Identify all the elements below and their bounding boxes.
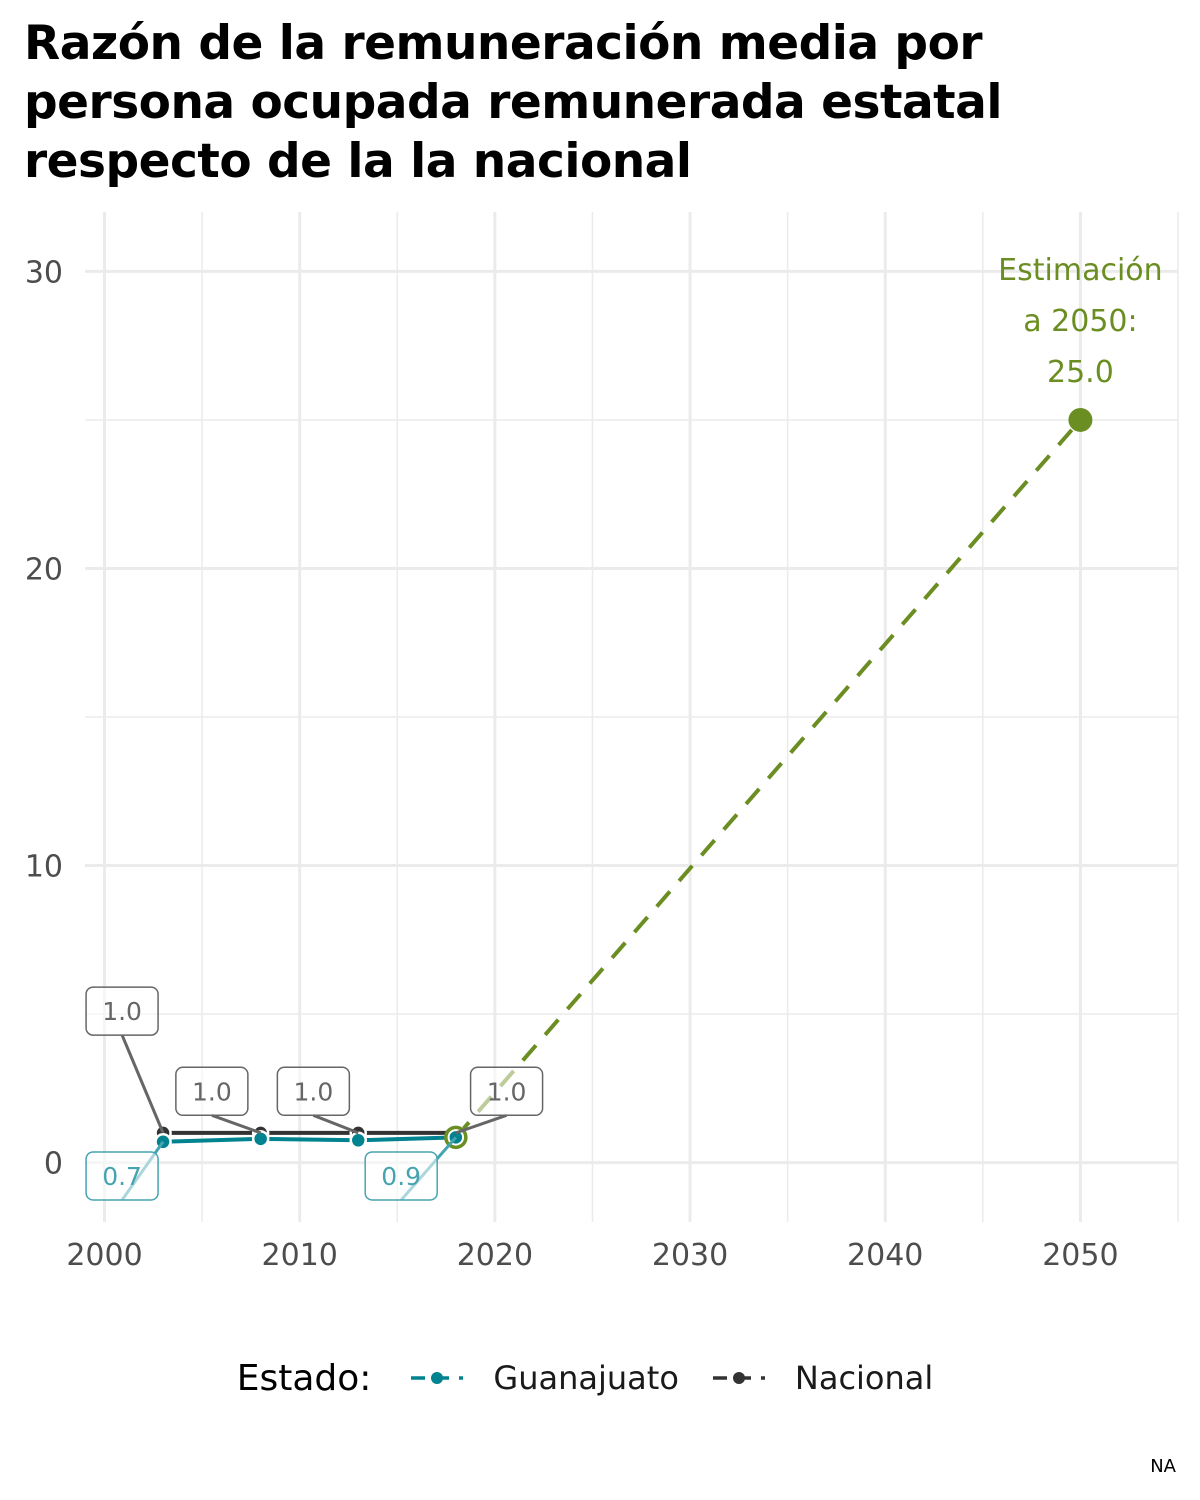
data-label-text: 1.0 [192,1077,232,1106]
x-tick-label: 2000 [66,1238,142,1273]
y-tick-label: 0 [44,1147,63,1182]
data-label-nacional: 1.0 [455,1066,544,1135]
data-label-nacional: 1.0 [85,986,165,1134]
x-tick-label: 2030 [652,1238,728,1273]
data-label-text: 1.0 [487,1077,527,1106]
x-tick-label: 2040 [847,1238,923,1273]
data-label-box [175,1066,249,1117]
legend-title: Estado: [236,1357,372,1399]
data-label-connector [120,1034,165,1134]
projection-label: Estimación [998,253,1163,288]
x-tick-label: 2020 [457,1238,533,1273]
grid-lines [85,212,1179,1222]
projection-line [454,418,1082,1139]
legend-key-guanajuato [411,1372,464,1384]
series-line-guanajuato [163,1135,456,1144]
series-point-guanajuato [251,1130,270,1148]
data-label-text: 0.7 [102,1162,142,1191]
legend: Estado: Guanajuato Nacional [0,1352,1200,1404]
data-label-connector [312,1113,359,1135]
legend-item-nacional: Nacional [709,1359,933,1397]
data-label-nacional: 1.0 [276,1066,359,1135]
data-label-connector [455,1113,508,1135]
y-tick-label: 10 [25,850,63,885]
data-labels: 1.0 1.0 1.0 1.0 0.7 0.9 [85,986,544,1201]
legend-key-nacional [712,1372,765,1384]
data-label-box [469,1066,544,1117]
projection-label: 25.0 [1047,355,1114,390]
caption: NA [1150,1456,1176,1477]
x-tick-label: 2010 [262,1238,338,1273]
series-point-guanajuato [349,1131,367,1150]
data-label-connector [211,1113,262,1135]
y-tick-label: 20 [25,552,63,587]
y-tick-label: 30 [25,255,63,290]
data-label-box [276,1066,351,1117]
data-label-text: 0.9 [381,1162,421,1191]
projection-end-point [1068,407,1093,432]
data-label-guanajuato: 0.7 [85,1140,165,1201]
data-label-nacional: 1.0 [175,1066,262,1135]
projection-line-group: Estimación a 2050: 25.0 [454,253,1163,1139]
projection-start-point [444,1125,468,1150]
data-label-text: 1.0 [293,1077,333,1106]
data-label-box [85,986,159,1036]
data-label-text: 1.0 [102,997,142,1026]
chart-title: Razón de la remuneración media por perso… [24,16,1002,189]
legend-label-guanajuato: Guanajuato [493,1359,679,1397]
projection-label: a 2050: [1023,304,1137,339]
x-tick-label: 2050 [1042,1238,1118,1273]
legend-item-guanajuato: Guanajuato [407,1359,679,1397]
legend-label-nacional: Nacional [794,1359,934,1397]
data-label-box [364,1151,438,1201]
data-label-box [85,1151,159,1201]
data-label-guanajuato: 0.9 [364,1136,457,1201]
